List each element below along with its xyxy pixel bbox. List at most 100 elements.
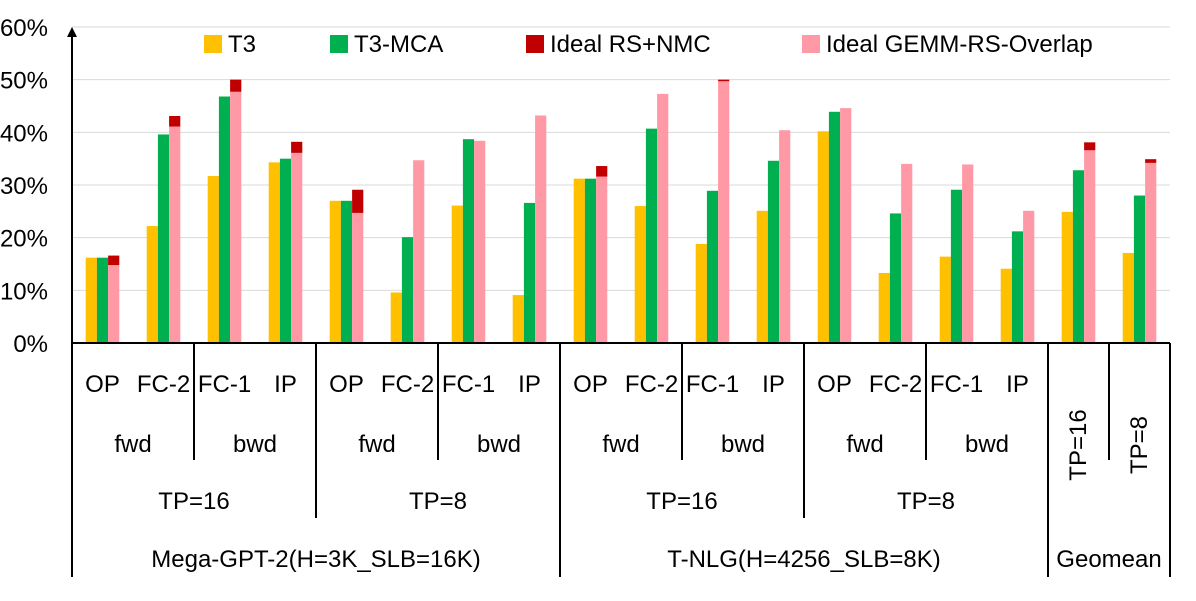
bar-ideal-rs-nmc <box>352 189 364 213</box>
bar-ideal-gemm-rs-overlap <box>1023 210 1035 343</box>
category-label: OP <box>85 371 120 398</box>
bar-t3-mca <box>828 111 841 343</box>
category-label: FC-2 <box>137 371 190 398</box>
category-label: OP <box>573 371 608 398</box>
bar-ideal-rs-nmc <box>1084 142 1096 151</box>
y-tick-label: 50% <box>0 68 48 95</box>
category-label: FC-2 <box>381 371 434 398</box>
model-label: T-NLG(H=4256_SLB=8K) <box>667 546 940 573</box>
geomean-tp-label: TP=16 <box>1065 409 1092 480</box>
y-tick-label: 0% <box>13 331 48 358</box>
category-label: FC-1 <box>198 371 251 398</box>
bar-t3-mca <box>523 202 536 343</box>
bar-ideal-gemm-rs-overlap <box>657 93 669 344</box>
y-axis: 0% 10% 20% 30% 40% 50% 60% <box>0 15 77 358</box>
bar-ideal-gemm-rs-overlap <box>1084 150 1096 343</box>
bar-t3 <box>634 206 646 343</box>
y-tick-label: 20% <box>0 226 48 253</box>
bar-t3-mca <box>950 189 963 343</box>
category-label: FC-2 <box>625 371 678 398</box>
y-tick-label: 10% <box>0 278 48 305</box>
bar-t3-mca <box>889 213 902 343</box>
bar-t3-mca <box>462 139 475 343</box>
bar-ideal-rs-nmc <box>108 255 120 266</box>
bar-t3-mca <box>401 237 414 343</box>
legend-label: Ideal GEMM-RS-Overlap <box>826 31 1093 58</box>
bar-t3-mca <box>706 190 719 343</box>
bar-ideal-gemm-rs-overlap <box>535 115 547 343</box>
bar-t3 <box>695 243 707 343</box>
model-label: Geomean <box>1056 546 1161 573</box>
bar-ideal-gemm-rs-overlap <box>230 91 242 343</box>
bar-t3 <box>268 162 280 343</box>
direction-label: fwd <box>602 431 639 458</box>
bar-ideal-gemm-rs-overlap <box>352 212 364 343</box>
legend-label: T3 <box>228 31 256 58</box>
x-axis-category-table: OP FC-2 FC-1 IP OP FC-2 FC-1 IP OP FC-2 FC-1 IP OP FC… <box>71 342 1171 577</box>
legend-swatch <box>526 35 544 53</box>
bar-ideal-gemm-rs-overlap <box>718 81 730 343</box>
direction-label: fwd <box>114 431 151 458</box>
bar-t3-mca <box>584 178 597 343</box>
direction-label: bwd <box>477 431 521 458</box>
category-label: OP <box>817 371 852 398</box>
geomean-tp-label: TP=8 <box>1126 416 1153 474</box>
bar-t3 <box>390 292 402 343</box>
bar-t3 <box>573 178 585 343</box>
bar-t3-mca <box>340 200 353 343</box>
y-tick-label: 30% <box>0 173 48 200</box>
bar-t3 <box>756 210 768 343</box>
bar-t3 <box>939 256 951 343</box>
category-label: IP <box>1006 371 1029 398</box>
bar-ideal-gemm-rs-overlap <box>108 265 120 343</box>
bar-ideal-rs-nmc <box>291 141 303 153</box>
y-axis-arrow <box>67 27 77 37</box>
bar-ideal-rs-nmc <box>230 79 242 92</box>
legend-swatch <box>330 35 348 53</box>
bar-ideal-gemm-rs-overlap <box>169 126 181 343</box>
bar-t3 <box>512 295 524 343</box>
bar-ideal-gemm-rs-overlap <box>962 164 974 343</box>
legend-swatch <box>802 35 820 53</box>
bar-t3 <box>817 131 829 343</box>
bar-t3-mca <box>645 128 658 343</box>
legend-label: Ideal RS+NMC <box>550 31 711 58</box>
bar-t3 <box>329 200 341 343</box>
bar-t3 <box>878 272 890 343</box>
category-label: IP <box>518 371 541 398</box>
category-label: FC-2 <box>869 371 922 398</box>
bar-t3-mca <box>279 158 292 343</box>
gridlines <box>72 26 1170 291</box>
direction-label: bwd <box>721 431 765 458</box>
bar-ideal-rs-nmc <box>1145 159 1157 163</box>
category-label: OP <box>329 371 364 398</box>
bar-t3-mca <box>1133 195 1146 343</box>
bar-ideal-gemm-rs-overlap <box>474 140 486 343</box>
bar-ideal-gemm-rs-overlap <box>596 176 608 343</box>
category-label: FC-1 <box>930 371 983 398</box>
direction-label: bwd <box>233 431 277 458</box>
bar-t3-mca <box>1072 170 1085 343</box>
bar-t3-mca <box>157 134 170 343</box>
legend: T3 T3-MCA Ideal RS+NMC Ideal GEMM-RS-Overla… <box>204 31 1093 58</box>
bar-t3 <box>451 205 463 343</box>
tp-label: TP=8 <box>409 488 467 515</box>
bar-t3-mca <box>767 160 780 343</box>
bar-t3 <box>1122 252 1134 343</box>
bar-t3 <box>1061 211 1073 343</box>
bars <box>85 79 1157 344</box>
direction-label: fwd <box>358 431 395 458</box>
y-tick-label: 60% <box>0 15 48 42</box>
bar-ideal-gemm-rs-overlap <box>840 108 852 344</box>
tp-label: TP=16 <box>158 488 229 515</box>
legend-swatch <box>204 35 222 53</box>
bar-t3 <box>1000 268 1012 343</box>
bar-t3-mca <box>96 257 109 343</box>
direction-label: fwd <box>846 431 883 458</box>
model-label: Mega-GPT-2(H=3K_SLB=16K) <box>151 546 481 573</box>
bar-t3 <box>207 176 219 343</box>
bar-ideal-gemm-rs-overlap <box>901 163 913 343</box>
category-label: FC-1 <box>686 371 739 398</box>
bar-ideal-gemm-rs-overlap <box>779 130 791 343</box>
